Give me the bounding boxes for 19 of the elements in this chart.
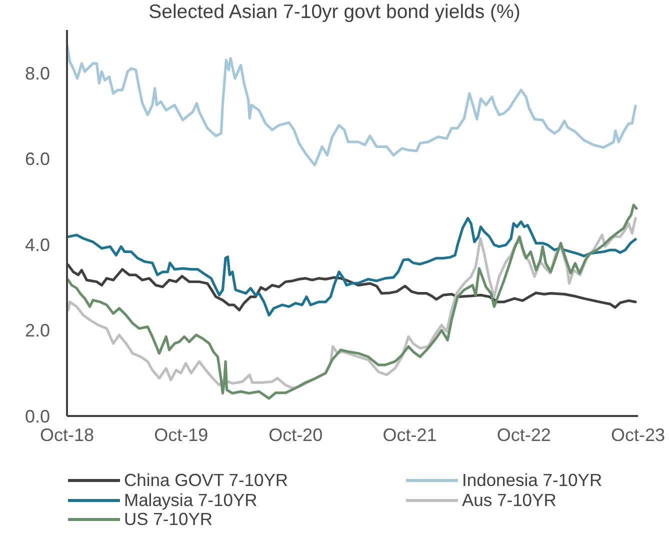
x-tick-label: Oct-21 [382, 424, 437, 445]
x-tick-label: Oct-20 [268, 424, 323, 445]
line-series [67, 216, 637, 317]
chart-title: Selected Asian 7-10yr govt bond yields (%) [148, 1, 522, 24]
x-tick-label: Oct-23 [610, 424, 666, 445]
y-tick-label: 6.0 [24, 149, 50, 170]
y-tick-label: 0.0 [24, 406, 50, 426]
x-tick-label: Oct-19 [154, 424, 208, 445]
legend-label: Aus 7-10YR [462, 490, 556, 510]
legend-label: Malaysia 7-10YR [124, 490, 258, 510]
y-tick-label: 8.0 [24, 63, 50, 84]
x-tick-label: Oct-18 [40, 424, 94, 445]
y-tick-label: 2.0 [24, 320, 50, 341]
line-series [67, 44, 637, 166]
y-tick-label: 4.0 [24, 234, 50, 255]
x-tick-label: Oct-22 [496, 424, 551, 445]
legend-label: Indonesia 7-10YR [462, 470, 602, 490]
legend-label: China GOVT 7-10YR [124, 470, 288, 490]
legend-label: US 7-10YR [124, 509, 213, 530]
